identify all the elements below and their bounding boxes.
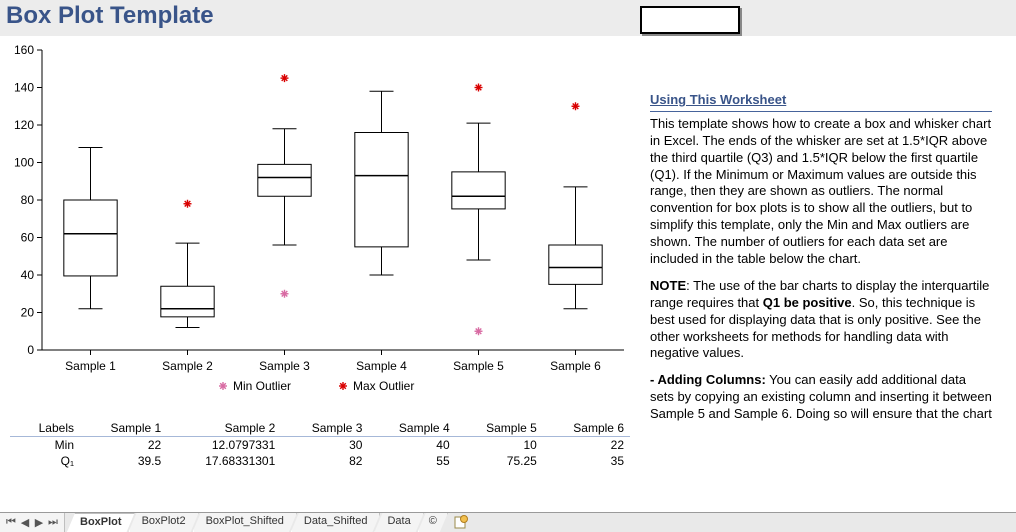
svg-text:160: 160 bbox=[14, 43, 34, 57]
svg-text:0: 0 bbox=[27, 343, 34, 357]
svg-text:120: 120 bbox=[14, 118, 34, 132]
sheet-tab[interactable]: BoxPlot2 bbox=[129, 513, 199, 532]
svg-text:140: 140 bbox=[14, 81, 34, 95]
left-panel: 020406080100120140160Sample 1Sample 2Sam… bbox=[0, 36, 640, 469]
svg-text:Sample 1: Sample 1 bbox=[65, 359, 116, 373]
boxplot-chart: 0 20 40 60 80 100 120 140 160 Sample 1 Sample 2 Sam… bbox=[0, 40, 634, 420]
table-cell: 12.0797331 bbox=[167, 437, 281, 454]
note-label: NOTE bbox=[650, 278, 686, 293]
table-column-header: Sample 3 bbox=[281, 420, 368, 437]
svg-text:Sample 2: Sample 2 bbox=[162, 359, 213, 373]
sheet-tab[interactable]: BoxPlot_Shifted bbox=[193, 513, 297, 532]
tab-first-icon[interactable]: ⏮ bbox=[4, 516, 18, 529]
stats-table: LabelsSample 1Sample 2Sample 3Sample 4Sa… bbox=[10, 420, 630, 469]
sheet-tab[interactable]: BoxPlot bbox=[67, 513, 135, 532]
svg-text:Sample 6: Sample 6 bbox=[550, 359, 601, 373]
table-cell: 30 bbox=[281, 437, 368, 454]
row-label: Q₁ bbox=[10, 453, 80, 469]
info-adding: - Adding Columns: You can easily add add… bbox=[650, 372, 992, 423]
sheet-tabs-bar: ⏮ ◀ ▶ ⏭ BoxPlotBoxPlot2BoxPlot_ShiftedDa… bbox=[0, 512, 1016, 532]
table-column-header: Sample 6 bbox=[543, 420, 630, 437]
svg-text:20: 20 bbox=[21, 306, 35, 320]
selected-cell-box[interactable] bbox=[640, 6, 740, 34]
table-cell: 75.25 bbox=[456, 453, 543, 469]
page-title: Box Plot Template bbox=[6, 2, 214, 30]
table-cell: 35 bbox=[543, 453, 630, 469]
table-column-header: Sample 4 bbox=[368, 420, 455, 437]
tab-last-icon[interactable]: ⏭ bbox=[46, 516, 60, 529]
info-heading: Using This Worksheet bbox=[650, 92, 992, 112]
sheet-tab[interactable]: Data bbox=[374, 513, 423, 532]
new-sheet-icon[interactable] bbox=[448, 513, 474, 532]
table-cell: 40 bbox=[368, 437, 455, 454]
svg-text:Sample 4: Sample 4 bbox=[356, 359, 407, 373]
table-column-header: Sample 5 bbox=[456, 420, 543, 437]
main-layout: 020406080100120140160Sample 1Sample 2Sam… bbox=[0, 36, 1016, 469]
tab-prev-icon[interactable]: ◀ bbox=[18, 516, 32, 529]
svg-text:Max Outlier: Max Outlier bbox=[353, 379, 414, 393]
table-cell: 17.68331301 bbox=[167, 453, 281, 469]
table-row: Min2212.079733130401022 bbox=[10, 437, 630, 454]
table-cell: 22 bbox=[80, 437, 167, 454]
header-bar: Box Plot Template bbox=[0, 0, 1016, 36]
table-cell: 10 bbox=[456, 437, 543, 454]
table-header-labels: Labels bbox=[10, 420, 80, 437]
sheet-tab[interactable]: Data_Shifted bbox=[291, 513, 381, 532]
row-label: Min bbox=[10, 437, 80, 454]
adding-label: - Adding Columns: bbox=[650, 372, 766, 387]
svg-text:60: 60 bbox=[21, 231, 35, 245]
info-paragraph-1: This template shows how to create a box … bbox=[650, 116, 992, 268]
svg-text:Sample 5: Sample 5 bbox=[453, 359, 504, 373]
svg-text:Sample 3: Sample 3 bbox=[259, 359, 310, 373]
table-row: Q₁39.517.68331301825575.2535 bbox=[10, 453, 630, 469]
tab-next-icon[interactable]: ▶ bbox=[32, 516, 46, 529]
table-cell: 82 bbox=[281, 453, 368, 469]
tab-nav: ⏮ ◀ ▶ ⏭ bbox=[0, 513, 65, 532]
svg-text:40: 40 bbox=[21, 268, 35, 282]
svg-text:80: 80 bbox=[21, 193, 35, 207]
info-note: NOTE: The use of the bar charts to displ… bbox=[650, 278, 992, 362]
table-column-header: Sample 1 bbox=[80, 420, 167, 437]
svg-text:Min Outlier: Min Outlier bbox=[233, 379, 291, 393]
table-cell: 22 bbox=[543, 437, 630, 454]
table-cell: 55 bbox=[368, 453, 455, 469]
info-panel: Using This Worksheet This template shows… bbox=[640, 36, 1000, 469]
table-cell: 39.5 bbox=[80, 453, 167, 469]
svg-text:100: 100 bbox=[14, 156, 34, 170]
table-column-header: Sample 2 bbox=[167, 420, 281, 437]
